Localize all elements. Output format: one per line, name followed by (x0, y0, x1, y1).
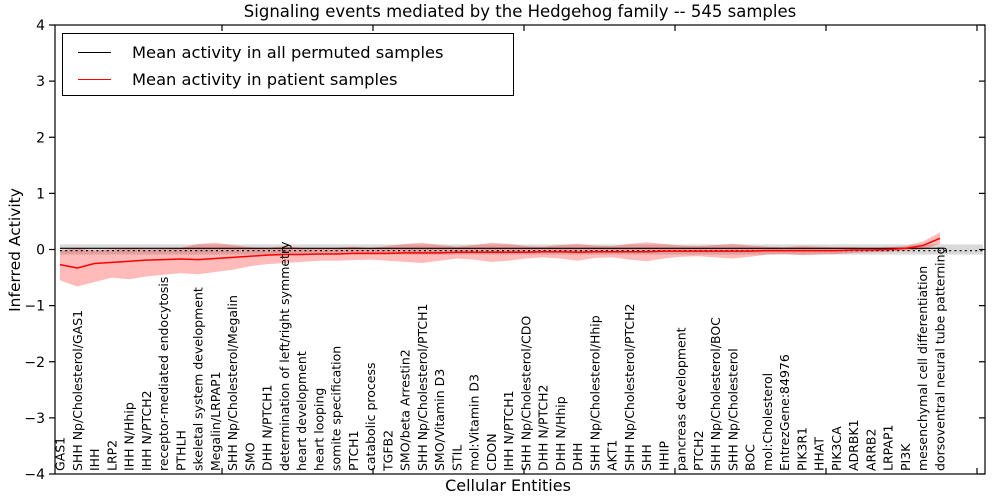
x-tick-label: IHH N/Hhip (122, 402, 137, 471)
y-tick-label: 0 (36, 243, 45, 259)
y-tick-label: 2 (36, 130, 45, 146)
legend: Mean activity in all permuted samples Me… (62, 33, 514, 96)
x-tick-label: BOC (743, 444, 758, 471)
y-tick-label: 1 (36, 186, 45, 202)
x-tick-label: PTCH1 (346, 430, 361, 471)
x-tick-label: IHH N/PTCH2 (139, 390, 154, 471)
x-tick-label: heart looping (311, 388, 326, 471)
patient-band (60, 232, 940, 287)
x-tick-label: pancreas development (674, 327, 689, 471)
x-tick-label: IHH N/PTCH1 (501, 390, 516, 471)
x-tick-label: dorsoventral neural tube patterning (933, 247, 948, 472)
x-tick-label: SHH (639, 444, 654, 471)
x-tick-label: PTCH2 (691, 430, 706, 471)
x-tick-label: CDON (484, 433, 499, 471)
x-tick-label: GAS1 (53, 437, 68, 471)
x-tick-label: mol:Vitamin D3 (467, 374, 482, 471)
x-tick-label: ADRBK1 (846, 419, 861, 471)
x-tick-label: skeletal system development (191, 287, 206, 471)
x-tick-label: IHH (87, 449, 102, 472)
x-tick-label: catabolic process (363, 362, 378, 471)
x-tick-label: PI3K (898, 443, 913, 471)
legend-label: Mean activity in patient samples (132, 70, 398, 89)
y-tick-label: −4 (24, 467, 45, 483)
y-tick-label: −2 (24, 355, 45, 371)
y-tick-label: 4 (36, 18, 45, 34)
x-tick-label: SHH Np/Cholesterol/GAS1 (70, 310, 85, 471)
x-tick-label: PIK3R1 (794, 427, 809, 471)
x-tick-label: ARRB2 (863, 429, 878, 471)
legend-item: Mean activity in patient samples (63, 66, 513, 93)
legend-item: Mean activity in all permuted samples (63, 39, 513, 66)
x-tick-label: mol:Cholesterol (760, 373, 775, 471)
y-tick-label: −3 (24, 411, 45, 427)
x-tick-label: EntrezGene:84976 (777, 354, 792, 471)
x-tick-label: receptor-mediated endocytosis (156, 277, 171, 471)
x-tick-label: DHH N/PTCH2 (536, 385, 551, 471)
x-tick-label: STIL (449, 445, 464, 471)
x-tick-label: heart development (294, 351, 309, 471)
legend-label: Mean activity in all permuted samples (132, 43, 444, 62)
x-axis-label: Cellular Entities (445, 476, 571, 495)
x-tick-label: SHH Np/Cholesterol (725, 348, 740, 471)
patient-mean-line (59, 237, 941, 269)
x-tick-label: DHH (570, 443, 585, 471)
x-tick-label: PIK3CA (829, 426, 844, 471)
x-tick-label: SHH Np/Cholesterol/Megalin (225, 295, 240, 471)
x-tick-label: determination of left/right symmetry (277, 241, 292, 471)
x-tick-label: DHH N/PTCH1 (260, 385, 275, 471)
x-tick-label: SMO/beta Arrestin2 (398, 349, 413, 471)
x-tick-label: SMO/Vitamin D3 (432, 369, 447, 471)
x-tick-label: SMO (242, 442, 257, 471)
x-tick-label: AKT1 (605, 440, 620, 471)
x-tick-label: LRP2 (104, 440, 119, 471)
y-tick-label: 3 (36, 74, 45, 90)
permuted-line-swatch-icon (78, 52, 111, 53)
x-tick-label: LRPAP1 (881, 425, 896, 471)
chart-title: Signaling events mediated by the Hedgeho… (243, 2, 797, 21)
x-tick-label: mesenchymal cell differentiation (915, 266, 930, 471)
x-tick-label: Megalin/LRPAP1 (208, 371, 223, 471)
patient-line-swatch-icon (78, 79, 111, 80)
x-tick-label: PTHLH (173, 430, 188, 471)
x-tick-label: somite specification (329, 346, 344, 471)
x-tick-label: SHH Np/Cholesterol/BOC (708, 317, 723, 471)
x-tick-label: SHH Np/Cholesterol/PTCH1 (415, 304, 430, 472)
y-tick-label: −1 (24, 299, 45, 315)
x-tick-label: SHH Np/Cholesterol/CDO (518, 316, 533, 471)
y-axis-label: Inferred Activity (6, 188, 24, 312)
permuted-band (60, 244, 983, 255)
x-tick-label: HHAT (812, 437, 827, 471)
x-tick-label: HHIP (656, 441, 671, 471)
x-tick-label: DHH N/Hhip (553, 396, 568, 471)
x-tick-label: SHH Np/Cholesterol/PTCH2 (622, 304, 637, 472)
x-tick-label: TGFB2 (380, 430, 395, 472)
x-tick-label: SHH Np/Cholesterol/Hhip (587, 315, 602, 471)
